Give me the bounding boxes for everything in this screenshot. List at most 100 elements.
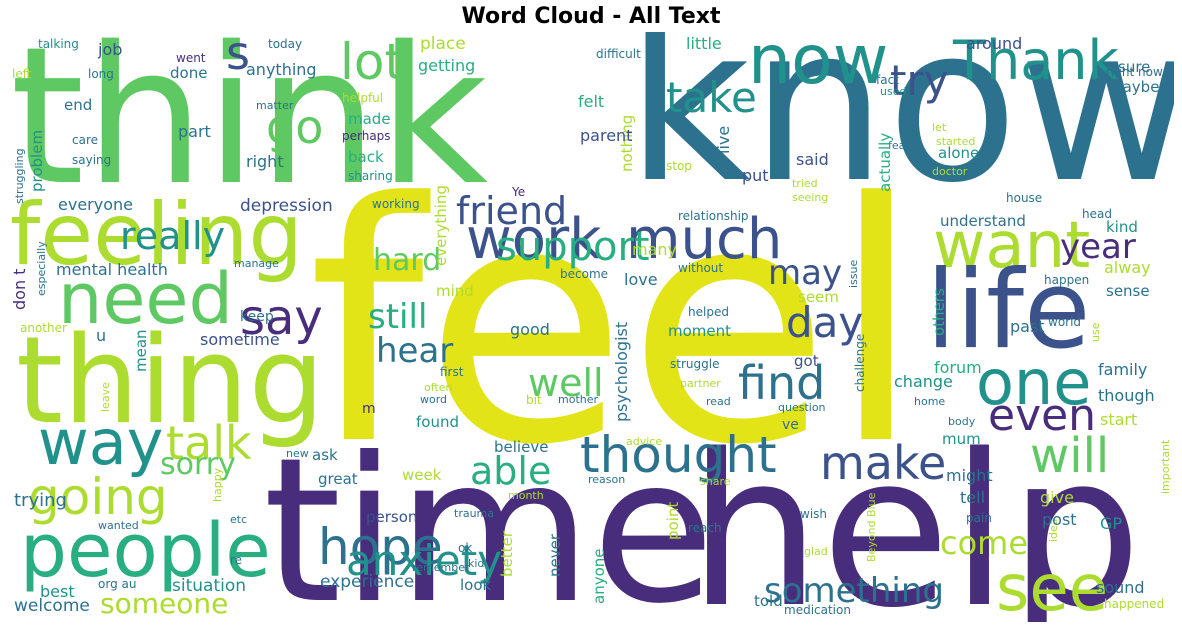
word-something: something	[764, 571, 945, 611]
word-sorry: sorry	[160, 447, 236, 482]
word-everyone: everyone	[58, 195, 133, 214]
word-s: s	[226, 32, 250, 80]
word-reach: reach	[688, 521, 722, 535]
word-well: well	[528, 361, 604, 405]
word-lot: lot	[340, 33, 405, 91]
word-able: able	[470, 449, 552, 493]
word-might: might	[946, 466, 993, 485]
word-m: m	[362, 401, 376, 417]
word-help: help	[688, 409, 1142, 623]
word-left: left	[12, 67, 32, 81]
word-best: best	[40, 582, 75, 601]
word-much: much	[626, 207, 783, 272]
word-glad: glad	[804, 545, 828, 558]
word-important: important	[1159, 439, 1172, 494]
word-sure: sure	[1118, 58, 1151, 76]
word-right-now: right now	[1106, 65, 1163, 79]
word-used: used	[880, 85, 907, 98]
word-come: come	[940, 524, 1029, 562]
word-sometime: sometime	[200, 330, 280, 349]
word-talk: talk	[166, 416, 252, 470]
word-become: become	[560, 267, 609, 281]
word-read: read	[706, 395, 731, 408]
word-got: got	[794, 352, 819, 370]
word-month: month	[508, 489, 544, 502]
word-seem: seem	[798, 288, 839, 306]
word-gp: GP	[1100, 514, 1123, 533]
word-great: great	[318, 470, 358, 488]
word-made: made	[348, 110, 391, 128]
word-difficult: difficult	[596, 47, 641, 61]
word-though: though	[1098, 386, 1155, 405]
word-year: year	[1060, 227, 1136, 267]
word-remember: remember	[412, 561, 470, 574]
word-sound: sound	[1096, 578, 1145, 597]
word-ask: ask	[312, 446, 338, 464]
word-sense: sense	[1106, 282, 1150, 300]
word-ye: Ye	[512, 185, 526, 199]
word-welcome: welcome	[14, 596, 90, 616]
word-problem: problem	[28, 129, 46, 192]
word-without: without	[678, 261, 724, 275]
word-right: right	[246, 152, 284, 171]
word-trying: trying	[14, 490, 67, 511]
word-trauma: trauma	[454, 507, 495, 520]
word-helpful: helpful	[342, 91, 384, 105]
word-talking: talking	[38, 37, 79, 51]
word-tried: tried	[792, 177, 818, 190]
word-experience: experience	[320, 572, 415, 592]
word-love: love	[624, 270, 658, 289]
word-care: care	[72, 133, 99, 147]
word-happy: happy	[211, 467, 224, 502]
word-org-au: org au	[98, 577, 137, 591]
word-wanted: wanted	[98, 519, 139, 532]
word-tell: tell	[960, 488, 986, 507]
word-thank: Thank	[953, 32, 1119, 92]
word-person: person	[366, 508, 418, 526]
word-today: today	[268, 37, 303, 51]
word-hear: hear	[376, 331, 454, 371]
word-moment: moment	[668, 322, 732, 340]
word-challenge: challenge	[853, 333, 867, 392]
word-mental-health: mental health	[56, 260, 168, 279]
word-feel: feel	[308, 133, 922, 517]
word-life: life	[926, 248, 1091, 373]
word-good: good	[510, 320, 550, 339]
word-one: one	[976, 346, 1092, 419]
word-go: go	[266, 100, 324, 154]
word-etc: etc	[230, 513, 248, 526]
word-felt: felt	[578, 92, 605, 111]
word-head: head	[1082, 207, 1112, 221]
word-struggle: struggle	[670, 357, 720, 371]
word-another: another	[20, 321, 67, 335]
word-manage: manage	[234, 257, 279, 270]
word-know: know	[626, 32, 1174, 230]
word-saying: saying	[72, 153, 112, 167]
word-see: see	[996, 552, 1109, 622]
word-question: question	[778, 401, 826, 414]
word-issue: issue	[847, 259, 860, 288]
word-house: house	[1006, 191, 1043, 205]
word-post: post	[1042, 510, 1077, 529]
word-mind: mind	[436, 282, 474, 300]
word-take: take	[666, 73, 757, 122]
word-others: others	[930, 288, 948, 336]
word-u: u	[96, 326, 107, 345]
word-people: people	[20, 508, 271, 594]
word-friend: friend	[456, 189, 568, 233]
word-body: body	[948, 415, 976, 428]
word-fact: fact	[876, 73, 899, 87]
word-believe: believe	[494, 438, 549, 456]
word-still: still	[368, 297, 428, 337]
word-understand: understand	[940, 212, 1026, 230]
word-seeing: seeing	[792, 191, 829, 204]
word-helped: helped	[688, 305, 729, 319]
word-day: day	[786, 298, 864, 347]
word-hope: hope	[318, 518, 443, 576]
word-actually: actually	[876, 132, 894, 192]
word-end: end	[64, 96, 93, 114]
word-way: way	[38, 406, 164, 479]
word-kind: kind	[1106, 218, 1138, 236]
word-cloud: know feel time help think thing feeling …	[8, 32, 1174, 622]
word-perhaps: perhaps	[342, 129, 391, 143]
